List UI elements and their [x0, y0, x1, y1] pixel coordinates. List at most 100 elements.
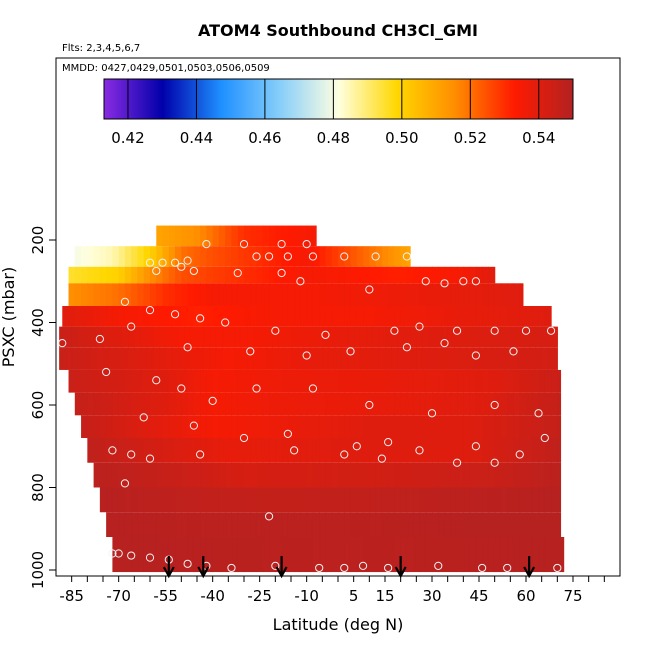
sample-point [534, 409, 543, 418]
heat-cell [153, 347, 160, 370]
x-tick-label: 75 [563, 587, 582, 605]
sample-point [521, 326, 531, 335]
heat-cell [99, 415, 107, 438]
sample-point [127, 551, 136, 560]
heat-cell [494, 537, 502, 573]
heat-cell [331, 266, 339, 284]
heat-cell [281, 306, 289, 327]
heat-cell [350, 246, 358, 267]
heat-cell [181, 369, 189, 393]
heat-cell [106, 283, 113, 306]
heat-cell [71, 326, 79, 348]
heat-cell [388, 266, 395, 284]
heat-cell [65, 347, 73, 370]
heat-cell [231, 487, 239, 513]
colorbar-tick-label: 0.48 [317, 129, 350, 147]
heat-cell [297, 326, 305, 348]
heat-cell [316, 326, 323, 348]
heat-cell [212, 369, 220, 393]
heat-cell [175, 537, 182, 573]
heat-cell [363, 306, 370, 327]
heat-cell [175, 369, 182, 393]
heat-cell [463, 462, 471, 488]
heat-cell [500, 438, 508, 463]
x-tick-label: 60 [516, 587, 535, 605]
heat-cell [394, 438, 402, 463]
heat-cell [381, 512, 389, 537]
heat-cell [488, 306, 496, 327]
heat-cell [178, 326, 186, 348]
sample-point [315, 563, 324, 573]
heat-cell [319, 369, 327, 393]
heat-cell [385, 347, 392, 370]
heat-cell [150, 438, 157, 463]
heat-cell [457, 369, 464, 393]
heat-cell [193, 369, 201, 393]
heat-cell [425, 266, 433, 284]
heat-cell [319, 487, 327, 513]
heat-cell [244, 415, 251, 438]
heat-cell [269, 369, 276, 393]
heat-cell [425, 487, 433, 513]
heat-cell [381, 306, 389, 327]
heat-cell [369, 369, 377, 393]
heat-cell [187, 438, 195, 463]
colorbar: 0.42 0.44 0.46 0.48 0.50 0.52 0.54 [103, 78, 574, 147]
x-tick-label: 5 [349, 587, 359, 605]
y-tick-label: 200 [29, 226, 47, 255]
heat-cell [124, 266, 132, 284]
heat-cell [250, 369, 258, 393]
sample-point [490, 326, 499, 335]
heat-cell [309, 347, 317, 370]
heat-cell [247, 326, 254, 348]
sample-point [108, 549, 117, 558]
heat-cell [397, 326, 405, 348]
heat-cell [237, 537, 245, 573]
heat-cell [187, 306, 195, 327]
heat-cell [112, 266, 120, 284]
heat-cell [197, 326, 204, 348]
heat-cell [237, 392, 245, 416]
heat-cell [250, 537, 258, 573]
heat-cell [206, 283, 214, 306]
heat-cell [96, 347, 104, 370]
sample-point [459, 277, 468, 286]
heat-cell [175, 415, 182, 438]
heat-cell [375, 415, 383, 438]
heat-cell [406, 438, 414, 463]
heat-cell [269, 225, 276, 247]
heat-cell [306, 306, 314, 327]
heat-cell [319, 283, 327, 306]
heat-cell [400, 462, 408, 488]
heat-cell [400, 306, 408, 327]
heat-cell [112, 369, 120, 393]
heat-cell [466, 347, 474, 370]
heat-cell [294, 392, 301, 416]
sample-point [371, 252, 380, 261]
x-tick-label: -40 [200, 587, 225, 605]
heat-cell [513, 306, 521, 327]
heat-cell [118, 369, 126, 393]
sample-point [452, 458, 462, 467]
heat-cell [450, 462, 458, 488]
heat-cell [482, 306, 489, 327]
heat-cell [156, 225, 164, 247]
sample-point [434, 561, 443, 570]
heat-cell [438, 306, 446, 327]
heat-cell [356, 246, 364, 267]
heat-cell [532, 415, 540, 438]
sample-point [252, 384, 261, 393]
heat-cell [319, 392, 327, 416]
heat-cell [322, 347, 330, 370]
heat-cell [463, 392, 471, 416]
heat-cell [93, 415, 101, 438]
heat-cell [438, 266, 446, 284]
heat-cell [143, 462, 151, 488]
heat-cell [231, 537, 239, 573]
heat-cell [475, 462, 483, 488]
heat-cell [507, 283, 515, 306]
heat-cell [551, 537, 558, 573]
sample-point [208, 396, 217, 405]
heat-cell [457, 415, 464, 438]
heat-cell [544, 415, 552, 438]
